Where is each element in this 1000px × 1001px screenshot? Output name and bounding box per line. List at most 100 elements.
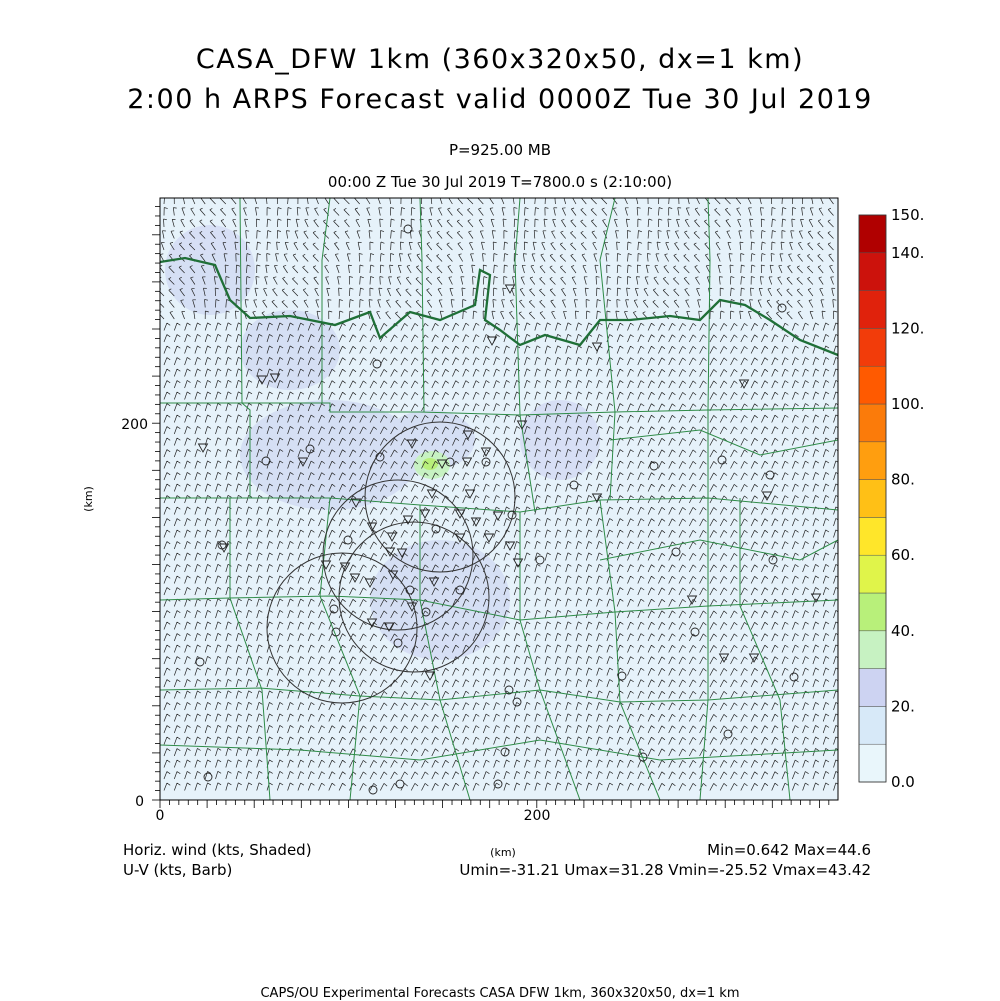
station-circle — [569, 480, 579, 490]
station-triangle — [396, 548, 408, 558]
x-tick-label: 0 — [156, 808, 165, 824]
station-triangle — [406, 439, 418, 449]
station-circle — [368, 785, 378, 795]
station-triangle — [761, 491, 773, 501]
station-circle — [203, 772, 213, 782]
colorbar-swatch — [858, 706, 887, 745]
station-triangle — [516, 420, 528, 430]
colorbar-label: 60. — [891, 546, 915, 564]
station-triangle — [366, 522, 378, 532]
y-axis-label: (km) — [82, 486, 95, 512]
colorbar-swatch — [858, 403, 887, 443]
station-circle — [649, 461, 659, 471]
station-circle — [395, 779, 405, 789]
station-circle — [671, 547, 681, 557]
credit-line: CAPS/OU Experimental Forecasts CASA DFW … — [260, 986, 740, 1001]
figure-title-line1: CASA_DFW 1km (360x320x50, dx=1 km) — [195, 44, 805, 75]
radar-range-rings — [266, 421, 516, 704]
station-triangle — [383, 622, 395, 632]
station-circle — [500, 747, 510, 757]
colorbar-swatch — [858, 554, 887, 594]
station-circle — [455, 585, 465, 595]
station-triangle — [454, 533, 466, 543]
station-circle — [481, 457, 491, 467]
wind-shading-base — [160, 198, 838, 800]
min-max-stats: Min=0.642 Max=44.6 — [707, 841, 871, 859]
station-triangle — [504, 284, 516, 294]
station-circle — [493, 779, 503, 789]
y-tick-label: 200 — [121, 417, 148, 433]
colorbar-frame — [858, 214, 887, 783]
station-circle — [421, 607, 431, 617]
station-triangle — [810, 593, 822, 603]
station-circle — [535, 555, 545, 565]
station-triangle — [339, 562, 351, 572]
colorbar-swatch — [858, 592, 887, 632]
station-triangle — [718, 653, 730, 663]
station-triangle — [218, 543, 230, 553]
station-triangle — [256, 375, 268, 385]
station-triangle — [486, 336, 498, 346]
station-triangle — [320, 560, 332, 570]
station-circle — [331, 627, 341, 637]
station-triangle — [426, 489, 438, 499]
colorbar-swatch — [858, 517, 887, 556]
station-triangle — [483, 533, 495, 543]
colorbar: 150. 140. 120. 100. 80. 60. 40. 20. 0.0 — [858, 206, 924, 791]
station-triangle — [424, 671, 436, 681]
station-triangle — [461, 457, 473, 467]
colorbar-swatch — [858, 214, 887, 254]
colorbar-swatch — [858, 479, 887, 518]
station-circle — [504, 685, 514, 695]
valid-time-line: 00:00 Z Tue 30 Jul 2019 T=7800.0 s (2:10… — [327, 173, 673, 191]
x-axis-label: (km) — [490, 846, 516, 859]
station-triangle — [387, 570, 399, 580]
colorbar-label: 100. — [891, 395, 924, 413]
station-triangle — [197, 443, 209, 453]
station-triangle — [512, 558, 524, 568]
station-triangle — [269, 373, 281, 383]
station-triangle — [591, 342, 603, 352]
station-triangle — [364, 578, 376, 588]
y-tick-label: 0 — [135, 794, 144, 810]
colorbar-label: 80. — [891, 471, 915, 489]
axis-ticks — [152, 206, 830, 808]
station-circle — [507, 510, 517, 520]
station-triangle — [350, 498, 362, 508]
colorbar-swatch — [858, 441, 887, 480]
station-circle — [403, 224, 413, 234]
station-triangle — [386, 532, 398, 542]
x-tick-label: 200 — [524, 808, 551, 824]
station-markers — [195, 224, 822, 795]
colorbar-swatch — [858, 630, 887, 669]
station-triangle — [504, 541, 516, 551]
colorbar-swatch — [858, 743, 887, 783]
station-triangle — [492, 511, 504, 521]
station-triangle — [428, 577, 440, 587]
uv-stats: Umin=-31.21 Umax=31.28 Vmin=-25.52 Vmax=… — [459, 861, 871, 879]
plot-area — [160, 198, 838, 800]
colorbar-label: 40. — [891, 622, 915, 640]
colorbar-label: 120. — [891, 319, 924, 337]
colorbar-label: 140. — [891, 244, 924, 262]
station-circle — [690, 627, 700, 637]
figure-title-line2: 2:00 h ARPS Forecast valid 0000Z Tue 30 … — [127, 84, 873, 115]
station-triangle — [436, 459, 448, 469]
station-circle — [217, 540, 227, 550]
barb-description: U-V (kts, Barb) — [123, 861, 233, 879]
station-triangle — [470, 517, 482, 527]
station-circle — [765, 470, 775, 480]
station-circle — [777, 303, 787, 313]
station-circle — [405, 585, 415, 595]
red-river-boundary — [160, 256, 838, 357]
station-triangle — [462, 430, 474, 440]
colorbar-swatch — [858, 668, 887, 707]
station-triangle — [738, 379, 750, 389]
colorbar-label: 20. — [891, 697, 915, 715]
station-circle — [372, 359, 382, 369]
wind-shading-30-50 — [414, 451, 450, 479]
station-triangle — [464, 489, 476, 499]
station-triangle — [480, 447, 492, 457]
station-circle — [445, 457, 455, 467]
station-circle — [768, 555, 778, 565]
